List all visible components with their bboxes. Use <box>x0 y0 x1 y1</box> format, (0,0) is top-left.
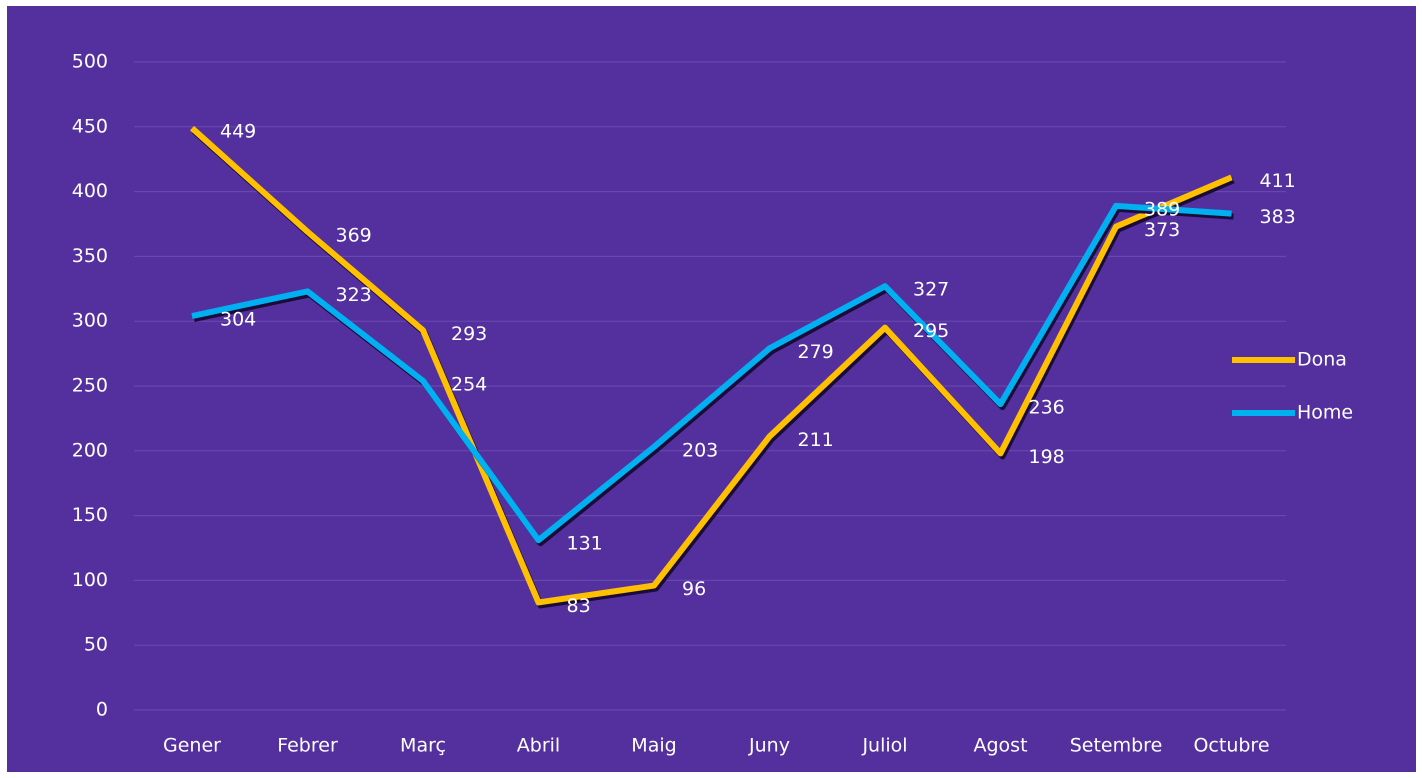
data-label: 96 <box>682 578 706 600</box>
legend-label: Dona <box>1297 349 1347 371</box>
x-tick-label: Juny <box>748 735 790 757</box>
data-label: 83 <box>567 595 591 617</box>
data-label: 449 <box>220 121 256 143</box>
y-tick-label: 0 <box>96 699 108 721</box>
data-label: 131 <box>567 533 603 555</box>
series-line <box>191 202 1232 544</box>
data-label: 323 <box>336 284 372 306</box>
x-tick-label: Gener <box>163 735 221 757</box>
y-tick-label: 250 <box>72 375 108 397</box>
data-label: 279 <box>798 341 834 363</box>
data-label: 389 <box>1144 198 1180 220</box>
data-label: 304 <box>220 309 256 331</box>
data-label: 383 <box>1260 206 1296 228</box>
x-tick-label: Març <box>400 735 446 757</box>
data-label: 203 <box>682 439 718 461</box>
y-tick-label: 50 <box>84 634 108 656</box>
x-tick-label: Setembre <box>1070 735 1163 757</box>
x-tick-label: Juliol <box>861 735 907 757</box>
data-label: 293 <box>451 323 487 345</box>
x-tick-label: Febrer <box>277 735 338 757</box>
y-tick-label: 400 <box>72 180 108 202</box>
data-label: 373 <box>1144 219 1180 241</box>
data-label: 327 <box>913 279 949 301</box>
data-label: 211 <box>798 429 834 451</box>
x-tick-label: Maig <box>631 735 676 757</box>
y-tick-label: 300 <box>72 310 108 332</box>
series-line <box>189 125 1233 606</box>
data-label: 411 <box>1260 170 1296 192</box>
y-tick-label: 150 <box>72 504 108 526</box>
y-tick-label: 200 <box>72 439 108 461</box>
data-label: 254 <box>451 373 487 395</box>
y-tick-label: 100 <box>72 569 108 591</box>
data-label: 295 <box>913 320 949 342</box>
y-tick-label: 500 <box>72 51 108 73</box>
y-tick-label: 450 <box>72 115 108 137</box>
data-label: 236 <box>1029 397 1065 419</box>
y-tick-label: 350 <box>72 245 108 267</box>
data-label: 369 <box>336 224 372 246</box>
data-label: 198 <box>1029 446 1065 468</box>
x-tick-label: Octubre <box>1193 735 1269 757</box>
x-tick-label: Abril <box>517 735 560 757</box>
x-tick-label: Agost <box>973 735 1027 757</box>
chart-background <box>7 6 1416 772</box>
legend-label: Home <box>1297 402 1353 424</box>
